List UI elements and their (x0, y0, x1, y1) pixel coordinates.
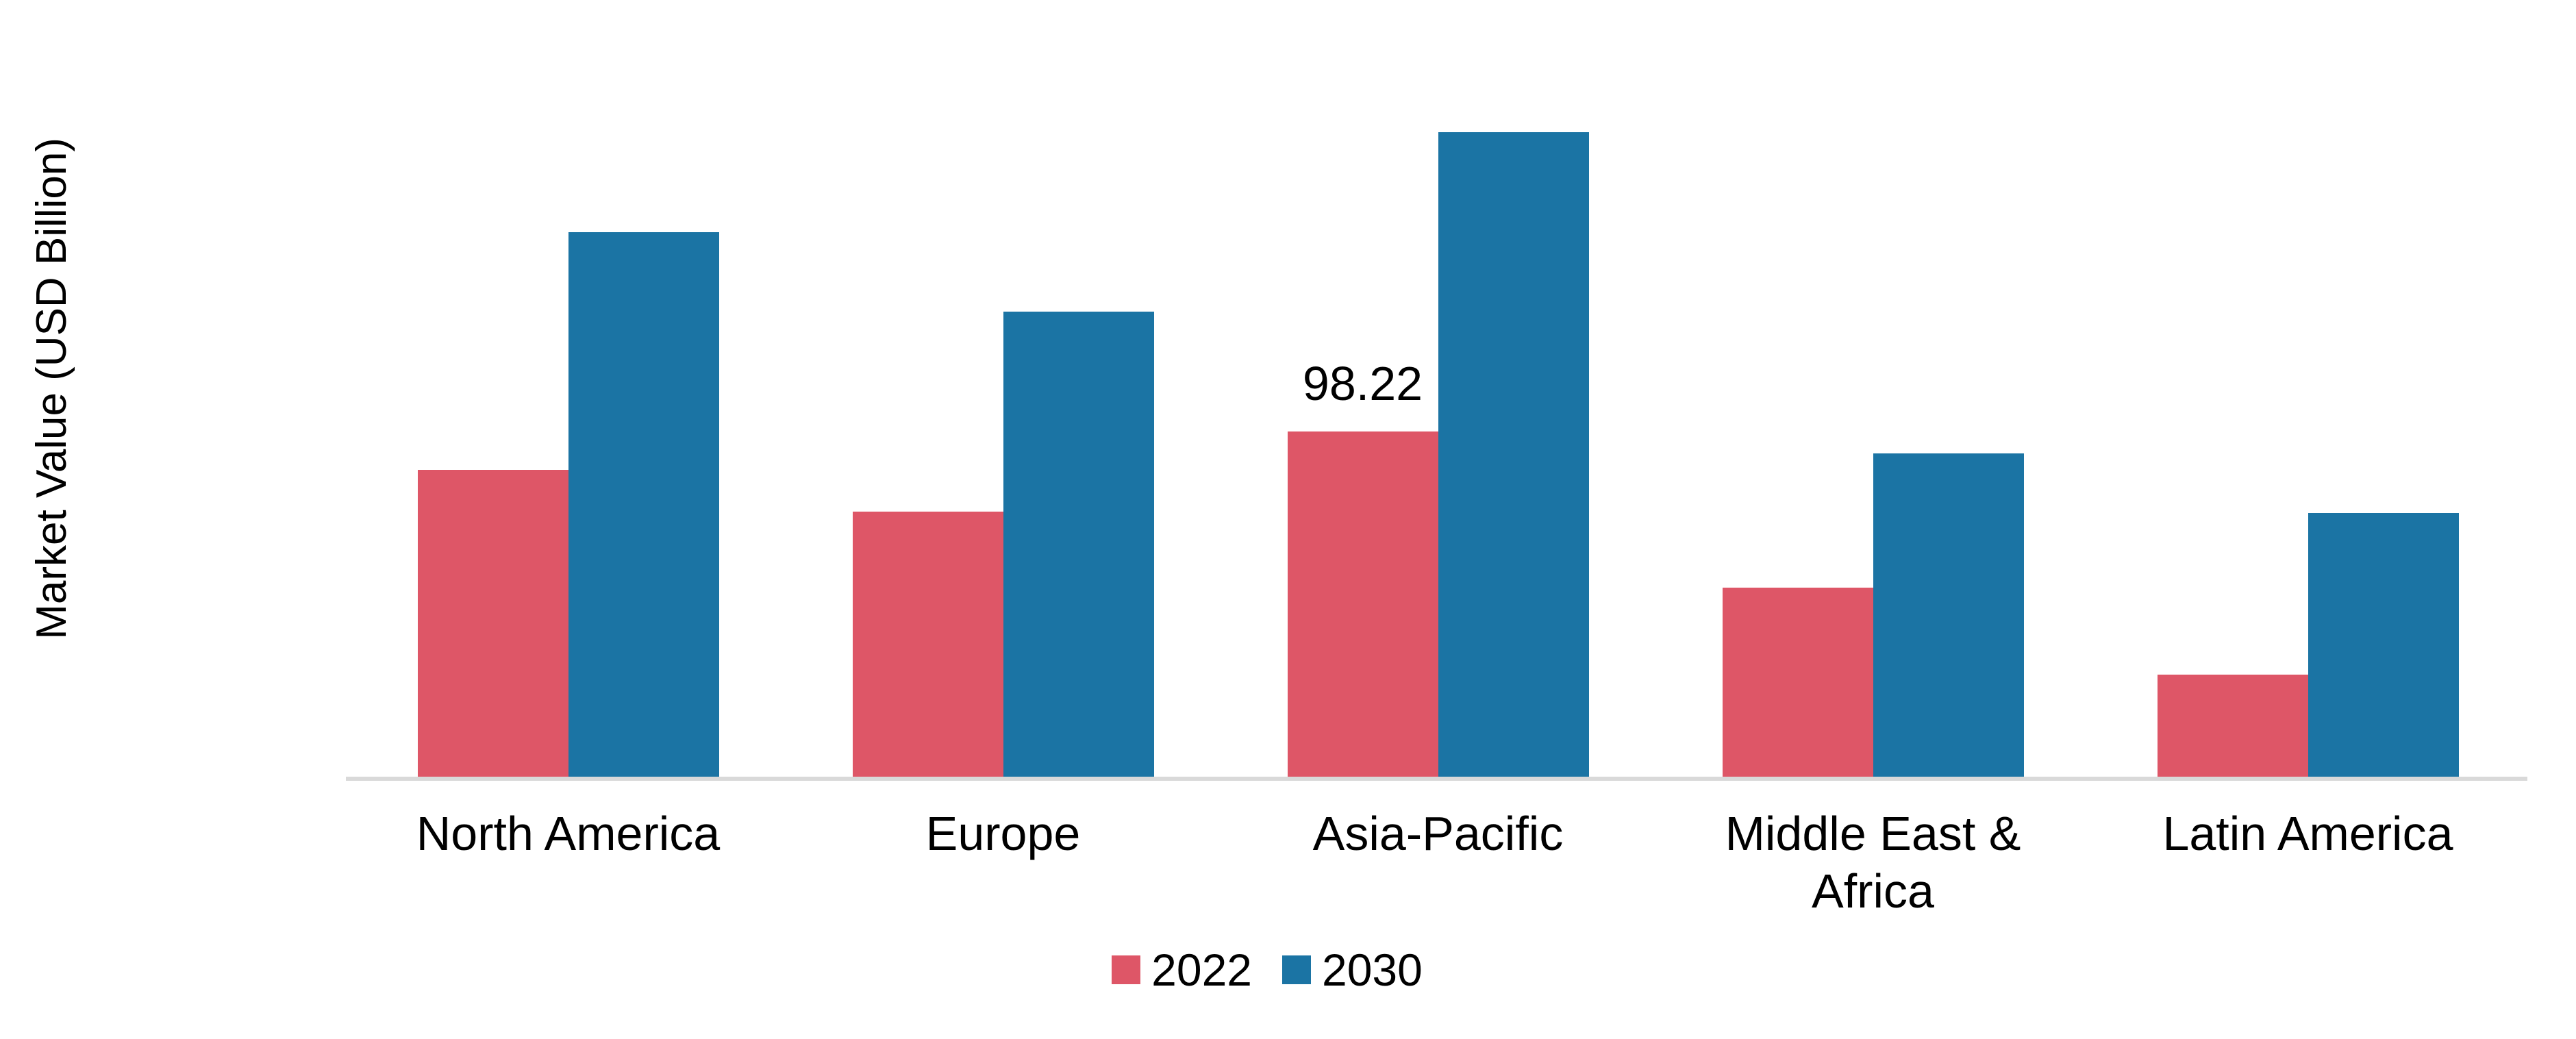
bar-2022-europe (852, 512, 1003, 777)
bar-2030-middle-east-africa (1873, 453, 2024, 777)
y-axis-title-area: Market Value (USD Billion) (0, 0, 103, 777)
category-band-latin-america (2090, 0, 2525, 777)
bar-2030-latin-america (2308, 513, 2459, 777)
bar-2030-asia-pacific (1438, 132, 1589, 777)
bar-value-label: 98.22 (1302, 357, 1423, 410)
category-band-middle-east-africa (1655, 0, 2090, 777)
x-axis-tick-labels: North America Europe Asia-Pacific Middle Ea… (351, 805, 2525, 920)
legend-label: 2030 (1322, 944, 1423, 995)
bar-2022-latin-america (2157, 675, 2308, 777)
bar-2022-north-america (417, 470, 568, 777)
legend: 2022 2030 (0, 944, 2534, 996)
x-tick-label-asia-pacific: Asia-Pacific (1312, 807, 1564, 860)
x-tick-label-europe: Europe (925, 807, 1081, 860)
category-band-north-america (351, 0, 786, 777)
legend-label: 2022 (1151, 944, 1252, 995)
bar-2030-north-america (568, 232, 719, 777)
bar-2022-asia-pacific: 98.22 (1287, 357, 1438, 777)
legend-item-2030: 2030 (1282, 944, 1423, 996)
legend-swatch-icon (1282, 955, 1311, 984)
x-tick-label-latin-america: Latin America (2162, 807, 2453, 860)
bar-2022-middle-east-africa (1722, 588, 1873, 777)
x-tick-label-middle-east-africa: Middle East & Africa (1725, 807, 2021, 918)
category-band-asia-pacific: 98.22 (1221, 0, 1655, 777)
plot-area: 98.22 (351, 0, 2525, 777)
y-axis-title: Market Value (USD Billion) (27, 137, 75, 640)
x-tick-label-north-america: North America (416, 807, 721, 860)
legend-item-2022: 2022 (1112, 944, 1252, 996)
x-axis-line (346, 777, 2527, 781)
category-band-europe (786, 0, 1221, 777)
bar-2030-europe (1003, 312, 1154, 777)
legend-swatch-icon (1112, 955, 1141, 984)
